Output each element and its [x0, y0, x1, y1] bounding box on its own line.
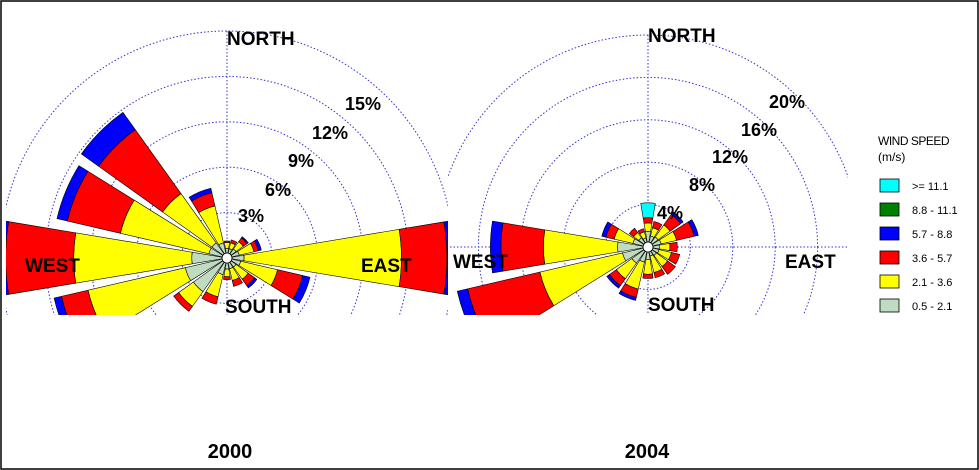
petal-e-bin-2: [669, 241, 678, 253]
petal-ne-bin-3: [240, 236, 249, 245]
west-label-2004: WEST: [453, 252, 508, 273]
legend-label: 8.8 - 11.1: [912, 205, 958, 217]
windrose-2004: [448, 34, 848, 315]
petal-sw-bin-2: [173, 292, 193, 312]
chart-title-2000: 2000: [208, 441, 253, 463]
petal-ene-bin-3: [687, 219, 699, 237]
radial-tick-label: 3%: [238, 206, 264, 226]
legend-swatch: [879, 178, 900, 193]
legend-label: 0.5 - 2.1: [912, 301, 952, 313]
petal-ssw-bin-3: [618, 290, 637, 301]
radial-tick-label: 20%: [769, 92, 805, 112]
radial-tick-label: 8%: [689, 175, 715, 195]
radial-tick-label: 12%: [712, 147, 748, 167]
west-label-2000: WEST: [25, 256, 80, 277]
petal-ese-bin-2: [668, 252, 681, 265]
petal-w-bin-3: [490, 220, 504, 274]
petal-s-bin-1: [223, 268, 231, 277]
grid-ring: [562, 161, 734, 315]
grid-ring: [605, 204, 691, 290]
petal-nw-bin-2: [628, 227, 639, 238]
petal-s-bin-2: [642, 273, 654, 279]
radial-tick-label: 12%: [312, 123, 348, 143]
petal-sw-bin-3: [606, 274, 621, 289]
south-label-2004: SOUTH: [648, 295, 715, 316]
legend-label: 2.1 - 3.6: [912, 277, 952, 289]
petal-sse-bin-2: [231, 277, 243, 287]
south-label-2000: SOUTH: [225, 297, 292, 318]
petal-w-bin-3: [6, 220, 9, 296]
petal-nnw-bin-2: [637, 228, 645, 235]
calm-hub: [642, 241, 654, 253]
legend-label: 3.6 - 5.7: [912, 253, 952, 265]
legend-label: 5.7 - 8.8: [912, 229, 952, 241]
petal-n-bin-1: [224, 242, 230, 249]
petal-sse-bin-2: [653, 268, 666, 279]
east-label-2000: EAST: [361, 256, 412, 277]
wind-speed-legend: WIND SPEED (m/s) >= 11.1 8.8 - 11.1 5.7 - …: [878, 134, 958, 313]
petal-nne-bin-2: [230, 239, 238, 246]
east-label-2004: EAST: [785, 252, 836, 273]
petal-wnw-bin-3: [601, 221, 612, 238]
radial-tick-label: 9%: [288, 151, 314, 171]
petal-wsw-bin-3: [456, 288, 477, 315]
petal-wsw-bin-3: [53, 296, 68, 315]
legend-swatch: [879, 226, 900, 241]
legend-title: WIND SPEED: [878, 134, 950, 148]
legend-label: >= 11.1: [912, 181, 949, 193]
radial-tick-label: 6%: [265, 180, 291, 200]
petal-ne-bin-3: [670, 211, 684, 225]
radial-tick-label: 15%: [345, 94, 381, 114]
legend-swatch: [879, 202, 900, 217]
petal-n-bin-2: [642, 217, 654, 224]
petal-se-bin-2: [661, 260, 676, 275]
legend-swatch: [879, 274, 900, 289]
north-label-2000: NORTH: [227, 29, 295, 50]
north-label-2004: NORTH: [648, 26, 716, 47]
petal-e-bin-3: [443, 220, 448, 296]
calm-hub: [221, 252, 233, 264]
petal-n-bin-5: [640, 202, 656, 219]
petal-se-bin-3: [246, 277, 258, 289]
petal-wnw-bin-3: [56, 165, 89, 222]
petal-ssw-bin-2: [201, 291, 219, 305]
legend-swatch: [879, 250, 900, 265]
petal-ese-bin-3: [292, 275, 311, 304]
radial-tick-label: 16%: [741, 120, 777, 140]
windrose-2000: [6, 30, 448, 315]
petal-nw-bin-3: [80, 111, 136, 167]
petal-n-bin-1: [643, 222, 653, 232]
petal-n-bin-2: [223, 240, 231, 243]
petal-nne-bin-2: [652, 221, 663, 231]
legend-units: (m/s): [878, 150, 905, 164]
petal-ene-bin-3: [253, 238, 262, 252]
radial-tick-label: 4%: [657, 203, 683, 223]
petal-s-bin-2: [223, 276, 231, 280]
chart-title-2004: 2004: [625, 441, 670, 463]
petal-nnw-bin-3: [188, 187, 213, 202]
legend-swatch: [879, 298, 900, 313]
